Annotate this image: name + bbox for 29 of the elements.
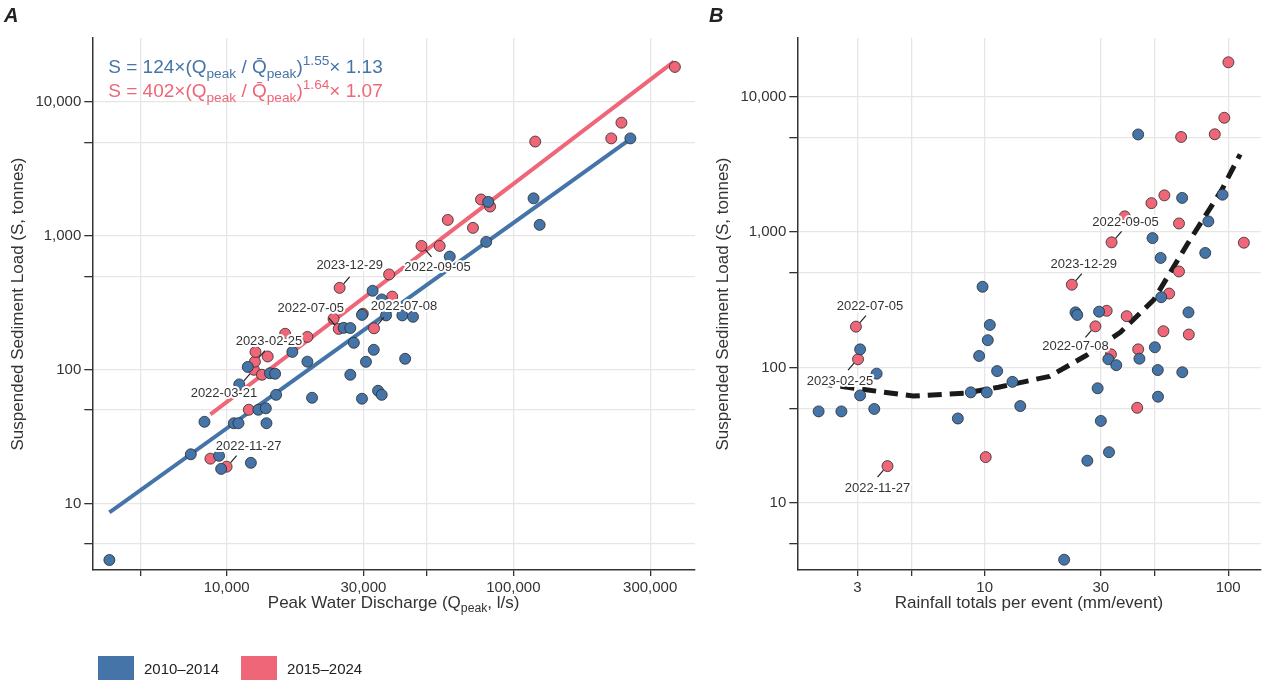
annotation: 2022-07-05 <box>836 298 904 314</box>
chart-title: A <box>3 3 19 26</box>
x-tick-label: 100,000 <box>486 578 541 596</box>
annotation: 2022-09-05 <box>1092 213 1159 229</box>
annotation: 2023-02-25 <box>235 333 303 349</box>
y-tick-label: 10 <box>769 493 787 511</box>
y-axis-title: Suspended Sediment Load (S, tonnes) <box>7 157 27 451</box>
x-tick-label: 10,000 <box>203 578 250 596</box>
annotation: 2022-11-27 <box>844 479 911 495</box>
annotation: 2023-12-29 <box>316 257 383 273</box>
chart-title: B <box>709 3 724 26</box>
legend-label: 2010–2014 <box>144 659 220 677</box>
annotation: 2023-12-29 <box>1050 256 1118 272</box>
annotation: 2022-11-27 <box>215 438 282 454</box>
y-tick-label: 100 <box>761 357 787 375</box>
y-tick-label: 10 <box>64 493 82 511</box>
x-tick-label: 100 <box>1215 578 1241 596</box>
y-tick-label: 10,000 <box>35 92 82 110</box>
annotation: 2023-02-25 <box>806 372 874 388</box>
y-tick-label: 1,000 <box>748 222 787 240</box>
x-tick-label: 3 <box>853 578 862 596</box>
y-tick-label: 1,000 <box>43 225 82 243</box>
annotation: 2022-07-05 <box>277 300 344 316</box>
y-axis-title: Suspended Sediment Load (S, tonnes) <box>712 157 732 451</box>
legend-label: 2015–2024 <box>287 659 363 677</box>
x-tick-label: 300,000 <box>623 578 678 596</box>
y-tick-label: 10,000 <box>740 86 787 104</box>
x-tick-label: 30,000 <box>340 578 387 596</box>
y-tick-label: 100 <box>56 359 82 377</box>
